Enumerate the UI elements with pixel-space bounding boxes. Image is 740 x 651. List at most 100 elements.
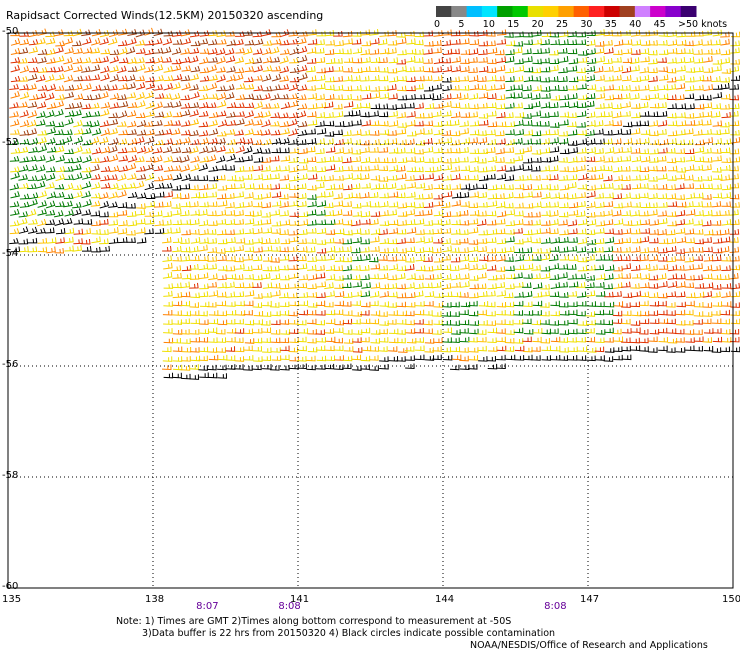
wind-barb (108, 219, 119, 226)
wind-barb (729, 246, 740, 253)
wind-barb (226, 138, 237, 145)
wind-barb (73, 190, 83, 199)
wind-barb (532, 310, 542, 316)
wind-barb (612, 310, 623, 317)
wind-barb (649, 102, 660, 109)
wind-barb (18, 146, 29, 154)
wind-barb (486, 210, 497, 217)
wind-barb (27, 246, 38, 253)
wind-barb (711, 264, 722, 272)
wind-barb (315, 300, 326, 307)
wind-barb (613, 202, 623, 209)
wind-barb (549, 49, 559, 56)
wind-barb (217, 274, 227, 281)
wind-barb (91, 37, 101, 46)
wind-barb (333, 309, 344, 316)
wind-barb (99, 218, 109, 225)
wind-barb (585, 254, 595, 262)
wind-barb (198, 209, 208, 216)
wind-barb (613, 84, 624, 91)
wind-barb (648, 183, 658, 190)
wind-barb (595, 85, 606, 92)
wind-barb (550, 94, 561, 101)
wind-barb (504, 337, 515, 344)
wind-barb (450, 130, 461, 137)
wind-barb (315, 138, 325, 145)
wind-barb (388, 57, 399, 64)
wind-barb (225, 246, 236, 253)
wind-barb (226, 336, 236, 343)
legend-label: 45 (653, 19, 666, 30)
wind-barb (262, 65, 273, 72)
wind-barb (234, 256, 244, 263)
wind-barb (720, 147, 731, 154)
wind-barb (172, 300, 183, 307)
wind-barb (35, 181, 46, 189)
wind-barb (109, 74, 120, 83)
wind-barb (721, 301, 732, 307)
wind-barb (216, 100, 227, 108)
wind-barb (604, 236, 615, 244)
wind-barb (613, 174, 624, 182)
wind-barb (513, 75, 524, 82)
wind-barb (181, 346, 192, 353)
wind-barb (206, 154, 217, 163)
wind-barb (333, 94, 344, 100)
wind-barb (269, 46, 280, 55)
wind-barb (514, 128, 525, 136)
wind-barb (361, 200, 372, 207)
wind-barb (127, 102, 138, 109)
wind-barb (315, 111, 326, 119)
wind-barb (136, 119, 147, 128)
wind-barb (396, 128, 407, 135)
wind-barb (334, 300, 345, 307)
wind-barb (613, 238, 624, 245)
wind-barb (730, 47, 740, 54)
wind-barb (559, 292, 569, 298)
wind-barb (432, 165, 442, 173)
wind-barb (73, 145, 83, 154)
wind-barb (486, 255, 497, 262)
wind-barb (433, 183, 444, 190)
wind-barb (207, 210, 217, 217)
wind-barb (153, 164, 164, 172)
wind-barb (711, 347, 722, 353)
wind-barb (234, 156, 245, 163)
wind-barb (549, 246, 560, 252)
wind-barb (514, 281, 524, 288)
wind-barb (621, 263, 632, 270)
wind-barb (451, 281, 461, 288)
wind-barb (180, 255, 191, 262)
wind-barb (207, 64, 218, 73)
wind-barb (424, 274, 435, 280)
wind-barb (288, 83, 299, 92)
wind-barb (181, 273, 192, 280)
wind-barb (522, 336, 532, 343)
wind-barb (216, 193, 227, 200)
wind-barb (720, 76, 730, 83)
wind-barb (19, 138, 30, 145)
wind-barb (154, 93, 165, 99)
wind-barb (712, 65, 722, 72)
wind-barb (334, 283, 344, 289)
wind-barb (576, 336, 586, 343)
wind-barb (369, 273, 380, 280)
wind-barb (297, 55, 308, 63)
wind-barb (189, 175, 199, 181)
wind-barb (55, 166, 66, 173)
wind-barb (280, 137, 290, 145)
wind-barb (27, 155, 37, 162)
wind-barb (594, 238, 605, 244)
wind-barb (604, 47, 614, 55)
wind-barb (154, 228, 165, 234)
wind-barb (657, 228, 667, 236)
wind-barb (459, 156, 469, 163)
wind-barb (594, 246, 604, 253)
wind-barb (334, 345, 344, 352)
wind-barb (568, 281, 579, 288)
wind-barb (217, 319, 228, 326)
wind-barb (586, 219, 597, 226)
wind-barb (81, 111, 92, 119)
wind-barb (676, 201, 687, 208)
wind-barb (163, 262, 173, 270)
